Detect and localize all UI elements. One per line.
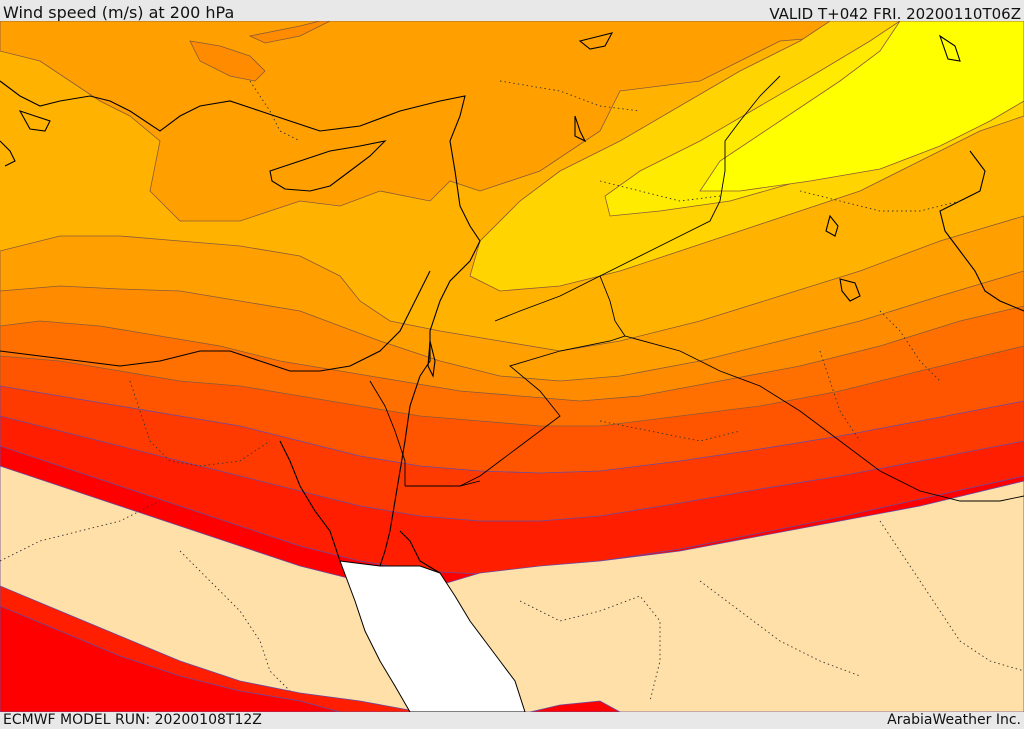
red-sea — [339, 560, 526, 712]
credit: ArabiaWeather Inc. — [887, 712, 1021, 728]
band-se-red-patch — [529, 700, 621, 712]
valid-time: VALID T+042 FRI. 20200110T06Z — [769, 5, 1021, 23]
wind-speed-map — [0, 21, 1024, 712]
admin-borders — [0, 80, 1024, 702]
band-light-calm — [0, 465, 1024, 712]
band-deep-orange-cell — [189, 40, 266, 82]
coastlines — [0, 32, 1024, 574]
band-deep-orange-cell — [248, 21, 331, 44]
model-run: ECMWF MODEL RUN: 20200108T12Z — [3, 712, 262, 728]
map-title: Wind speed (m/s) at 200 hPa — [3, 3, 235, 22]
band-sw-jet-core — [0, 605, 341, 712]
borders — [369, 75, 1024, 502]
band-yellow-core — [699, 21, 1024, 192]
